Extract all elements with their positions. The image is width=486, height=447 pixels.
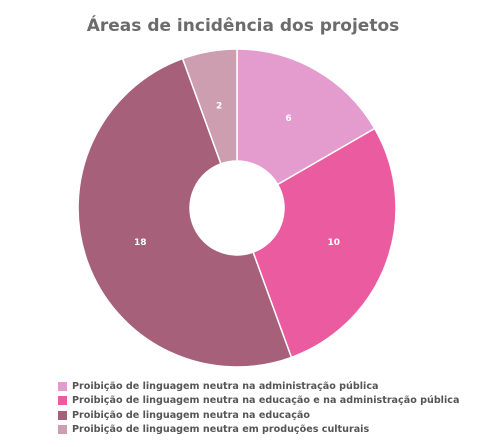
legend-item-producoes-culturais: Proibição de linguagem neutra em produçõ…: [58, 423, 478, 438]
legend-item-administracao: Proibição de linguagem neutra na adminis…: [58, 379, 478, 394]
legend: Proibição de linguagem neutra na adminis…: [58, 379, 478, 437]
legend-label: Proibição de linguagem neutra na educaçã…: [72, 395, 460, 407]
legend-item-educacao-administracao: Proibição de linguagem neutra na educaçã…: [58, 394, 478, 409]
legend-swatch: [58, 410, 67, 420]
pie-slice: [181, 48, 238, 165]
legend-label: Proibição de linguagem neutra na educaçã…: [72, 409, 310, 421]
legend-label: Proibição de linguagem neutra na adminis…: [72, 380, 379, 392]
legend-swatch: [58, 381, 67, 391]
chart-title: Áreas de incidência dos projetos: [86, 16, 400, 36]
slice-data-label: 6: [285, 114, 291, 124]
slice-data-label: 10: [328, 238, 341, 248]
legend-swatch: [58, 425, 67, 435]
legend-label: Proibição de linguagem neutra em produçõ…: [72, 424, 370, 436]
slice-data-label: 2: [216, 102, 222, 112]
legend-swatch: [58, 396, 67, 406]
slice-data-label: 18: [134, 238, 147, 248]
pie-slice: [236, 48, 376, 186]
pie-slice: [252, 127, 397, 359]
pie-slice: [77, 57, 293, 368]
legend-item-educacao: Proibição de linguagem neutra na educaçã…: [58, 408, 478, 423]
